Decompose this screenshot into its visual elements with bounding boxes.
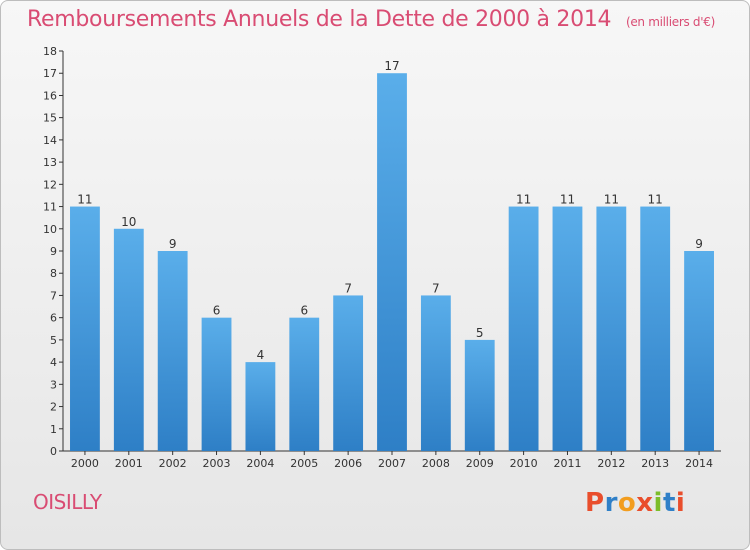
logo-letter: P	[585, 488, 605, 518]
bar	[201, 317, 232, 451]
bar-value-label: 9	[169, 237, 177, 251]
bars	[70, 73, 714, 451]
logo-letter: x	[636, 488, 654, 518]
x-tick-label: 2014	[685, 457, 713, 470]
chart-title-row: Remboursements Annuels de la Dette de 20…	[27, 7, 715, 32]
x-tick-label: 2010	[510, 457, 538, 470]
x-tick-label: 2012	[597, 457, 625, 470]
x-tick-label: 2003	[203, 457, 231, 470]
y-tick-label: 16	[43, 89, 57, 102]
y-tick-label: 4	[50, 356, 57, 369]
y-tick-label: 11	[43, 201, 57, 214]
y-tick-label: 3	[50, 378, 57, 391]
logo-letter: r	[604, 488, 618, 518]
y-tick-label: 10	[43, 223, 57, 236]
bar	[289, 317, 320, 451]
y-tick-label: 9	[50, 245, 57, 258]
bar	[420, 295, 451, 451]
y-tick-label: 14	[43, 134, 57, 147]
bar-value-label: 5	[476, 326, 484, 340]
bar	[377, 73, 407, 451]
x-tick-label: 2004	[246, 457, 274, 470]
bar-value-label: 11	[77, 193, 92, 207]
bar-value-label: 7	[432, 281, 440, 295]
y-tick-label: 15	[43, 112, 57, 125]
bar	[684, 251, 714, 451]
x-tick-label: 2009	[466, 457, 494, 470]
bar-value-label: 6	[300, 304, 308, 318]
logo-letter: i	[675, 488, 686, 518]
bar	[640, 206, 671, 451]
y-tick-label: 2	[50, 401, 57, 414]
labels: 11 2000 10 2001 9 2002 6 2003 4 2004 6 2005 7 2006 17 2…	[71, 59, 713, 470]
y-tick-label: 17	[43, 67, 57, 80]
y-tick-label: 18	[43, 45, 57, 58]
x-tick-label: 2002	[159, 457, 187, 470]
bar	[113, 228, 144, 451]
y-tick-label: 12	[43, 178, 57, 191]
bar-value-label: 17	[384, 59, 399, 73]
y-tick-label: 1	[50, 423, 57, 436]
x-tick-label: 2008	[422, 457, 450, 470]
proxiti-logo: Proxiti	[585, 488, 685, 518]
x-tick-label: 2007	[378, 457, 406, 470]
logo-letter: t	[662, 488, 676, 518]
bar	[157, 251, 188, 451]
logo-letter: o	[617, 488, 637, 518]
x-tick-label: 2005	[290, 457, 318, 470]
bar-value-label: 9	[695, 237, 703, 251]
bar	[464, 339, 495, 451]
bar-value-label: 11	[648, 193, 663, 207]
y-tick-label: 13	[43, 156, 57, 169]
bar-value-label: 7	[344, 281, 352, 295]
bar	[245, 362, 276, 451]
commune-name: OISILLY	[33, 490, 102, 514]
x-tick-label: 2000	[71, 457, 99, 470]
bar	[508, 206, 539, 451]
y-tick-label: 8	[50, 267, 57, 280]
bar-value-label: 11	[560, 193, 575, 207]
y-tick-label: 0	[50, 445, 57, 458]
bar-value-label: 10	[121, 215, 136, 229]
x-tick-label: 2011	[553, 457, 581, 470]
bar-value-label: 4	[257, 348, 265, 362]
y-tick-label: 6	[50, 312, 57, 325]
y-tick-label: 5	[50, 334, 57, 347]
x-tick-label: 2013	[641, 457, 669, 470]
chart-title: Remboursements Annuels de la Dette de 20…	[27, 7, 612, 32]
bar	[596, 206, 627, 451]
x-tick-label: 2001	[115, 457, 143, 470]
bar	[70, 206, 100, 451]
bar	[552, 206, 583, 451]
x-tick-label: 2006	[334, 457, 362, 470]
logo-letter: i	[653, 488, 663, 518]
bar-value-label: 11	[604, 193, 619, 207]
chart-subtitle: (en milliers d'€)	[625, 15, 715, 29]
bar	[333, 295, 364, 451]
bar-value-label: 6	[213, 304, 221, 318]
bar-value-label: 11	[516, 193, 531, 207]
y-tick-label: 7	[50, 289, 57, 302]
